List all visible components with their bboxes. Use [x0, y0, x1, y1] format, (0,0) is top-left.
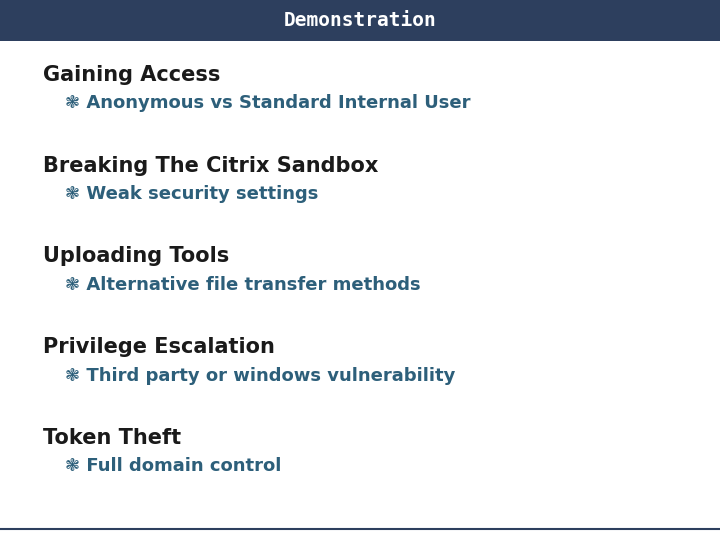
Text: ❃ Alternative file transfer methods: ❃ Alternative file transfer methods [65, 276, 420, 294]
Text: Breaking The Citrix Sandbox: Breaking The Citrix Sandbox [43, 156, 379, 176]
Text: Uploading Tools: Uploading Tools [43, 246, 230, 266]
Text: Gaining Access: Gaining Access [43, 65, 220, 85]
FancyBboxPatch shape [0, 0, 720, 40]
Text: ❃ Weak security settings: ❃ Weak security settings [65, 185, 318, 203]
Text: ❃ Anonymous vs Standard Internal User: ❃ Anonymous vs Standard Internal User [65, 94, 470, 112]
Text: ❃ Full domain control: ❃ Full domain control [65, 457, 282, 475]
Text: ❃ Third party or windows vulnerability: ❃ Third party or windows vulnerability [65, 367, 455, 384]
Text: Demonstration: Demonstration [284, 11, 436, 30]
Text: Privilege Escalation: Privilege Escalation [43, 337, 275, 357]
Text: Token Theft: Token Theft [43, 428, 181, 448]
